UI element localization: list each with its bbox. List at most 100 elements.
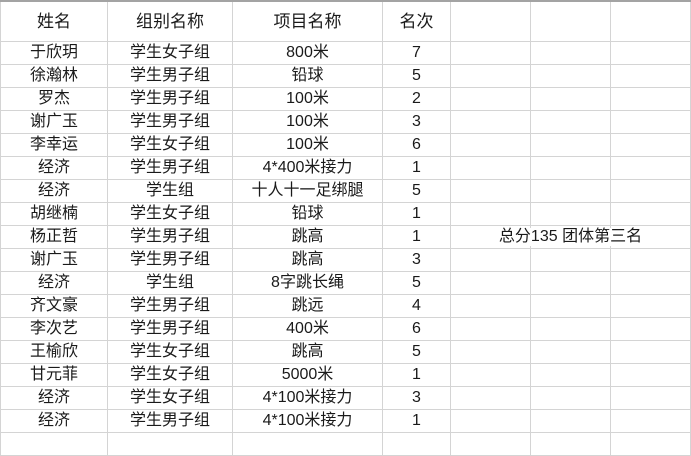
empty-cell[interactable] [451, 157, 531, 180]
header-empty-cell[interactable] [451, 2, 531, 42]
name-cell[interactable]: 于欣玥 [1, 42, 108, 65]
empty-cell[interactable] [451, 410, 531, 433]
header-empty-cell[interactable] [611, 2, 691, 42]
name-cell[interactable]: 齐文豪 [1, 295, 108, 318]
name-cell[interactable]: 经济 [1, 180, 108, 203]
event-cell[interactable]: 十人十一足绑腿 [233, 180, 383, 203]
group-cell[interactable]: 学生男子组 [108, 111, 233, 134]
empty-cell[interactable] [531, 387, 611, 410]
name-cell[interactable]: 徐瀚林 [1, 65, 108, 88]
empty-cell[interactable] [531, 410, 611, 433]
group-cell[interactable]: 学生女子组 [108, 203, 233, 226]
name-cell[interactable]: 罗杰 [1, 88, 108, 111]
empty-cell[interactable] [611, 134, 691, 157]
event-cell[interactable]: 100米 [233, 134, 383, 157]
empty-cell[interactable] [451, 295, 531, 318]
header-cell-group[interactable]: 组别名称 [108, 2, 233, 42]
group-cell[interactable]: 学生女子组 [108, 341, 233, 364]
header-cell-rank[interactable]: 名次 [383, 2, 451, 42]
empty-cell[interactable] [531, 42, 611, 65]
group-cell[interactable]: 学生男子组 [108, 157, 233, 180]
group-cell[interactable]: 学生女子组 [108, 134, 233, 157]
rank-cell[interactable]: 5 [383, 65, 451, 88]
rank-cell[interactable]: 1 [383, 410, 451, 433]
name-cell[interactable]: 甘元菲 [1, 364, 108, 387]
group-cell[interactable]: 学生男子组 [108, 65, 233, 88]
empty-cell[interactable] [611, 410, 691, 433]
name-cell[interactable]: 谢广玉 [1, 249, 108, 272]
name-cell[interactable]: 胡继楠 [1, 203, 108, 226]
rank-cell[interactable]: 6 [383, 318, 451, 341]
rank-cell[interactable]: 5 [383, 180, 451, 203]
empty-cell[interactable] [451, 272, 531, 295]
header-cell-name[interactable]: 姓名 [1, 2, 108, 42]
event-cell[interactable]: 跳高 [233, 226, 383, 249]
empty-cell[interactable] [531, 295, 611, 318]
group-cell[interactable]: 学生男子组 [108, 318, 233, 341]
group-cell[interactable]: 学生女子组 [108, 387, 233, 410]
rank-cell[interactable]: 1 [383, 364, 451, 387]
rank-cell[interactable]: 3 [383, 387, 451, 410]
empty-cell[interactable] [531, 134, 611, 157]
name-cell[interactable]: 王榆欣 [1, 341, 108, 364]
empty-cell[interactable] [383, 433, 451, 456]
empty-cell[interactable] [611, 341, 691, 364]
rank-cell[interactable]: 5 [383, 341, 451, 364]
group-cell[interactable]: 学生组 [108, 272, 233, 295]
empty-cell[interactable] [531, 88, 611, 111]
event-cell[interactable]: 100米 [233, 88, 383, 111]
empty-cell[interactable] [1, 433, 108, 456]
name-cell[interactable]: 杨正哲 [1, 226, 108, 249]
group-cell[interactable]: 学生男子组 [108, 88, 233, 111]
empty-cell[interactable] [531, 203, 611, 226]
rank-cell[interactable]: 1 [383, 157, 451, 180]
empty-cell[interactable] [611, 65, 691, 88]
empty-cell[interactable] [451, 341, 531, 364]
empty-cell[interactable]: 总分135 团体第三名 [496, 226, 645, 249]
group-cell[interactable]: 学生男子组 [108, 410, 233, 433]
event-cell[interactable]: 跳远 [233, 295, 383, 318]
name-cell[interactable]: 经济 [1, 157, 108, 180]
header-empty-cell[interactable] [531, 2, 611, 42]
empty-cell[interactable] [611, 42, 691, 65]
event-cell[interactable]: 8字跳长绳 [233, 272, 383, 295]
empty-cell[interactable] [611, 433, 691, 456]
group-cell[interactable]: 学生组 [108, 180, 233, 203]
rank-cell[interactable]: 7 [383, 42, 451, 65]
empty-cell[interactable] [531, 65, 611, 88]
event-cell[interactable]: 400米 [233, 318, 383, 341]
name-cell[interactable]: 经济 [1, 387, 108, 410]
empty-cell[interactable] [451, 203, 531, 226]
event-cell[interactable]: 铅球 [233, 203, 383, 226]
empty-cell[interactable] [531, 318, 611, 341]
empty-cell[interactable] [451, 42, 531, 65]
empty-cell[interactable] [611, 88, 691, 111]
empty-cell[interactable] [611, 111, 691, 134]
empty-cell[interactable] [451, 134, 531, 157]
rank-cell[interactable]: 6 [383, 134, 451, 157]
group-cell[interactable]: 学生女子组 [108, 364, 233, 387]
group-cell[interactable]: 学生男子组 [108, 249, 233, 272]
rank-cell[interactable]: 4 [383, 295, 451, 318]
empty-cell[interactable] [451, 249, 531, 272]
rank-cell[interactable]: 3 [383, 249, 451, 272]
empty-cell[interactable] [611, 272, 691, 295]
event-cell[interactable]: 100米 [233, 111, 383, 134]
empty-cell[interactable] [451, 433, 531, 456]
rank-cell[interactable]: 1 [383, 203, 451, 226]
event-cell[interactable]: 跳高 [233, 249, 383, 272]
name-cell[interactable]: 谢广玉 [1, 111, 108, 134]
empty-cell[interactable] [611, 203, 691, 226]
empty-cell[interactable] [531, 111, 611, 134]
empty-cell[interactable] [451, 387, 531, 410]
event-cell[interactable]: 800米 [233, 42, 383, 65]
empty-cell[interactable] [451, 364, 531, 387]
group-cell[interactable]: 学生女子组 [108, 42, 233, 65]
header-cell-event[interactable]: 项目名称 [233, 2, 383, 42]
event-cell[interactable]: 铅球 [233, 65, 383, 88]
empty-cell[interactable] [611, 387, 691, 410]
rank-cell[interactable]: 5 [383, 272, 451, 295]
event-cell[interactable]: 5000米 [233, 364, 383, 387]
name-cell[interactable]: 经济 [1, 272, 108, 295]
empty-cell[interactable] [451, 111, 531, 134]
